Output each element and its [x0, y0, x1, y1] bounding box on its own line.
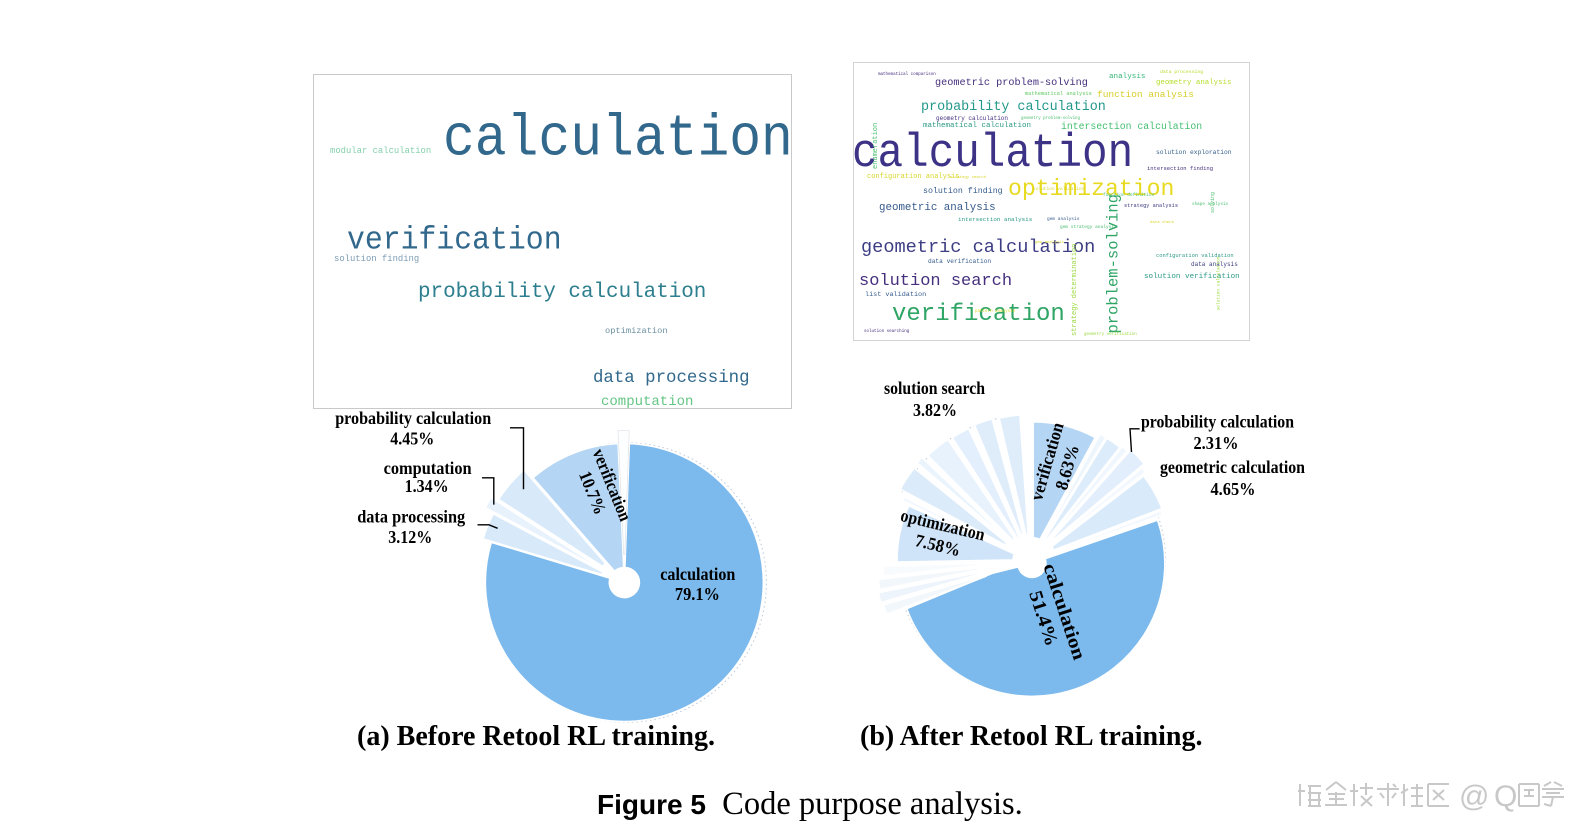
svg-text:solution search: solution search	[884, 378, 985, 398]
svg-text:computation: computation	[384, 458, 472, 478]
svg-text:Q: Q	[1494, 780, 1517, 813]
svg-text:4.65%: 4.65%	[1211, 479, 1256, 499]
svg-text:data processing: data processing	[357, 507, 465, 527]
svg-text:probability calculation: probability calculation	[335, 408, 491, 428]
svg-text:1.34%: 1.34%	[405, 476, 449, 496]
svg-text:geometric calculation: geometric calculation	[1160, 457, 1305, 477]
svg-text:2.31%: 2.31%	[1194, 433, 1239, 453]
svg-text:3.82%: 3.82%	[913, 400, 957, 420]
svg-text:@: @	[1459, 780, 1489, 813]
svg-text:79.1%: 79.1%	[675, 584, 720, 604]
svg-text:4.45%: 4.45%	[390, 429, 434, 449]
svg-text:calculation: calculation	[660, 564, 735, 584]
svg-text:3.12%: 3.12%	[388, 527, 432, 547]
svg-text:probability calculation: probability calculation	[1141, 412, 1294, 432]
